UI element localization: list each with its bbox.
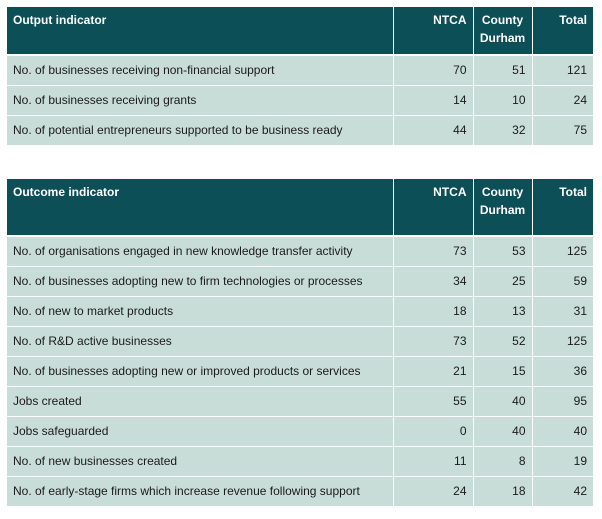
table-row: Jobs safeguarded 0 40 40	[7, 416, 593, 447]
table-row: No. of businesses adopting new or improv…	[7, 356, 593, 387]
indicator-cell: No. of organisations engaged in new know…	[7, 236, 394, 267]
indicator-cell: No. of businesses adopting new or improv…	[7, 356, 394, 387]
county-durham-cell: 25	[473, 266, 533, 297]
table-row: No. of organisations engaged in new know…	[7, 236, 593, 267]
total-cell: 75	[532, 115, 593, 146]
column-header-county-durham: County Durham	[473, 179, 533, 237]
indicator-cell: No. of R&D active businesses	[7, 326, 394, 357]
indicator-cell: No. of potential entrepreneurs supported…	[7, 115, 394, 146]
outcome-indicator-table: Outcome indicator NTCA County Durham Tot…	[7, 179, 593, 507]
indicator-cell: No. of new businesses created	[7, 446, 394, 477]
table-row: No. of new to market products 18 13 31	[7, 296, 593, 327]
ntca-cell: 44	[393, 115, 474, 146]
indicator-cell: No. of new to market products	[7, 296, 394, 327]
county-durham-cell: 51	[473, 55, 533, 86]
total-cell: 125	[532, 326, 593, 357]
ntca-cell: 18	[393, 296, 474, 327]
ntca-cell: 73	[393, 236, 474, 267]
ntca-cell: 34	[393, 266, 474, 297]
county-durham-cell: 10	[473, 85, 533, 116]
county-durham-cell: 52	[473, 326, 533, 357]
table-row: No. of new businesses created 11 8 19	[7, 446, 593, 477]
table-row: No. of businesses receiving non-financia…	[7, 55, 593, 86]
column-header-indicator: Outcome indicator	[7, 179, 394, 237]
table-row: No. of R&D active businesses 73 52 125	[7, 326, 593, 357]
indicator-cell: Jobs created	[7, 386, 394, 417]
column-header-county-durham: County Durham	[473, 7, 533, 56]
ntca-cell: 55	[393, 386, 474, 417]
total-cell: 24	[532, 85, 593, 116]
total-cell: 59	[532, 266, 593, 297]
county-durham-cell: 15	[473, 356, 533, 387]
column-header-ntca: NTCA	[393, 179, 474, 237]
total-cell: 95	[532, 386, 593, 417]
ntca-cell: 21	[393, 356, 474, 387]
county-durham-cell: 18	[473, 476, 533, 507]
column-header-total: Total	[532, 179, 593, 237]
table-row: No. of businesses receiving grants 14 10…	[7, 85, 593, 116]
ntca-cell: 0	[393, 416, 474, 447]
total-cell: 121	[532, 55, 593, 86]
county-durham-cell: 32	[473, 115, 533, 146]
table-header-row: Output indicator NTCA County Durham Tota…	[7, 7, 593, 56]
table-row: No. of early-stage firms which increase …	[7, 476, 593, 507]
indicator-cell: No. of early-stage firms which increase …	[7, 476, 394, 507]
table-row: No. of potential entrepreneurs supported…	[7, 115, 593, 146]
total-cell: 40	[532, 416, 593, 447]
column-header-ntca: NTCA	[393, 7, 474, 56]
ntca-cell: 24	[393, 476, 474, 507]
county-durham-cell: 8	[473, 446, 533, 477]
total-cell: 42	[532, 476, 593, 507]
column-header-total: Total	[532, 7, 593, 56]
output-indicator-table: Output indicator NTCA County Durham Tota…	[7, 7, 593, 146]
county-durham-cell: 13	[473, 296, 533, 327]
table-row: No. of businesses adopting new to firm t…	[7, 266, 593, 297]
ntca-cell: 70	[393, 55, 474, 86]
total-cell: 125	[532, 236, 593, 267]
ntca-cell: 73	[393, 326, 474, 357]
indicator-cell: No. of businesses receiving non-financia…	[7, 55, 394, 86]
total-cell: 36	[532, 356, 593, 387]
county-durham-cell: 40	[473, 386, 533, 417]
indicator-cell: No. of businesses receiving grants	[7, 85, 394, 116]
indicator-cell: No. of businesses adopting new to firm t…	[7, 266, 394, 297]
ntca-cell: 11	[393, 446, 474, 477]
total-cell: 31	[532, 296, 593, 327]
table-row: Jobs created 55 40 95	[7, 386, 593, 417]
county-durham-cell: 40	[473, 416, 533, 447]
ntca-cell: 14	[393, 85, 474, 116]
indicator-cell: Jobs safeguarded	[7, 416, 394, 447]
column-header-indicator: Output indicator	[7, 7, 394, 56]
total-cell: 19	[532, 446, 593, 477]
county-durham-cell: 53	[473, 236, 533, 267]
table-header-row: Outcome indicator NTCA County Durham Tot…	[7, 179, 593, 237]
